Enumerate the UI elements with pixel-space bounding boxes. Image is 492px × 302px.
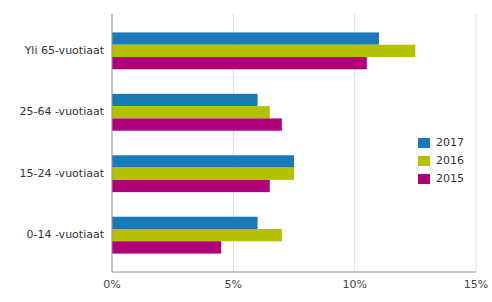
y-tick-label: 0-14 -vuotiaat	[26, 228, 104, 241]
chart: 0% 5% 10% 15% 0-14 -vuotiaat 15-24 -vuotiaat 2…	[0, 0, 492, 302]
grid-line	[476, 14, 477, 272]
x-tick-label: 0%	[103, 278, 120, 291]
y-tick-label: Yli 65-vuotiaat	[24, 44, 105, 57]
grid-line	[112, 14, 113, 272]
x-tick-label: 5%	[225, 278, 242, 291]
legend-swatch	[418, 156, 430, 166]
legend-swatch	[418, 174, 430, 184]
bar	[112, 94, 258, 106]
legend: 2017 2016 2015	[418, 136, 464, 185]
x-tick-label: 10%	[342, 278, 366, 291]
y-tick-label: 25-64 -vuotiaat	[19, 105, 104, 118]
bar	[112, 217, 258, 229]
x-axis-line	[112, 272, 476, 273]
bar	[112, 180, 270, 192]
bar	[112, 118, 282, 130]
legend-label: 2017	[436, 136, 464, 149]
bar	[112, 155, 294, 167]
bar	[112, 32, 379, 44]
y-axis-line	[112, 14, 113, 272]
legend-label: 2015	[436, 172, 464, 185]
bars	[112, 32, 415, 253]
y-tick-label: 15-24 -vuotiaat	[19, 167, 104, 180]
bar	[112, 241, 221, 253]
bar	[112, 45, 415, 57]
bar	[112, 229, 282, 241]
bar	[112, 57, 367, 69]
bar	[112, 168, 294, 180]
x-tick-label: 15%	[464, 278, 488, 291]
legend-label: 2016	[436, 154, 464, 167]
grid	[112, 14, 476, 272]
chart-container: 0% 5% 10% 15% 0-14 -vuotiaat 15-24 -vuotiaat 2…	[0, 0, 492, 302]
legend-swatch	[418, 138, 430, 148]
bar	[112, 106, 270, 118]
